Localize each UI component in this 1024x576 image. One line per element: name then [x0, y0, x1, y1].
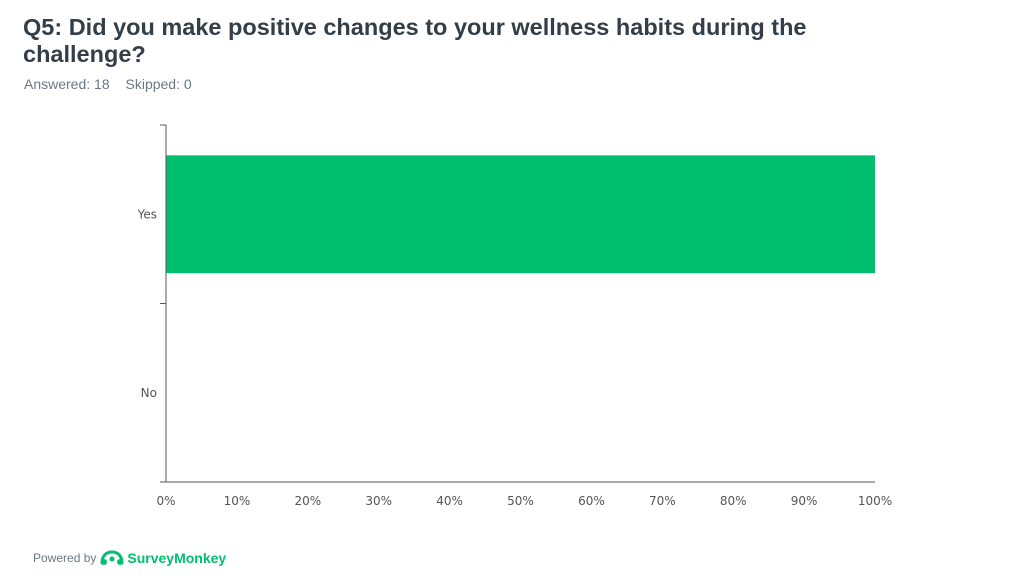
- x-tick-label: 60%: [578, 494, 605, 508]
- x-tick-label: 90%: [791, 494, 818, 508]
- x-tick-label: 0%: [156, 494, 175, 508]
- answered-count: Answered: 18: [24, 76, 110, 92]
- x-tick-label: 40%: [436, 494, 463, 508]
- x-tick-label: 100%: [858, 494, 892, 508]
- x-tick-label: 70%: [649, 494, 676, 508]
- y-tick-label: No: [141, 386, 157, 400]
- x-tick-label: 80%: [720, 494, 747, 508]
- surveymonkey-logo-icon: [100, 550, 124, 565]
- skipped-count: Skipped: 0: [125, 76, 192, 92]
- x-tick-label: 50%: [507, 494, 534, 508]
- bar-yes: [166, 155, 875, 274]
- question-title: Q5: Did you make positive changes to you…: [23, 14, 807, 67]
- x-tick-label: 10%: [224, 494, 251, 508]
- response-stats: Answered: 18 Skipped: 0: [24, 76, 192, 92]
- powered-by-text: Powered by: [33, 551, 97, 565]
- y-tick-label: Yes: [137, 207, 157, 221]
- x-tick-label: 30%: [365, 494, 392, 508]
- brand-name: SurveyMonkey: [127, 550, 227, 566]
- x-tick-label: 20%: [294, 494, 321, 508]
- footer: Powered by SurveyMonkey: [33, 547, 226, 569]
